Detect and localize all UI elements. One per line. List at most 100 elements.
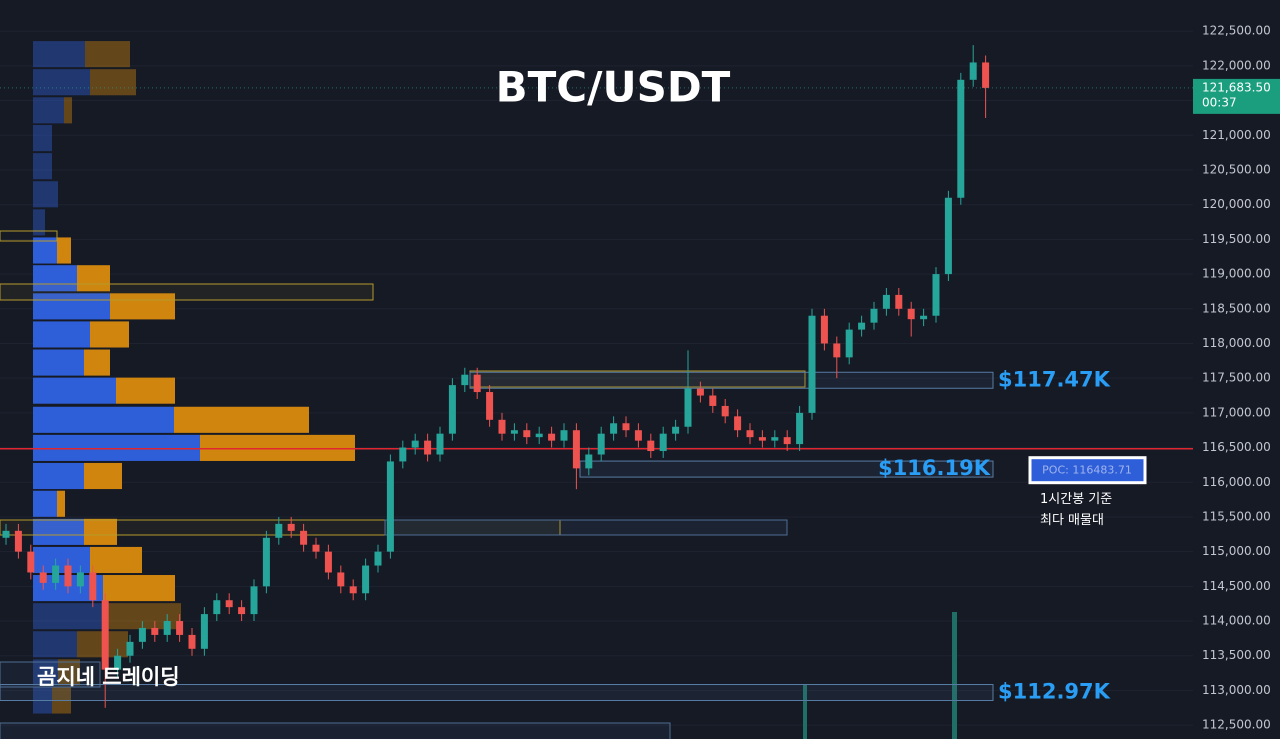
profile-sell [64,97,72,124]
profile-sell [57,490,65,517]
y-tick-label: 115,000.00 [1202,544,1271,558]
profile-buy [33,377,116,404]
candle-body [597,433,605,455]
last-price-label: 121,683.50 [1202,80,1271,94]
profile-sell [84,349,110,376]
candle-body [238,607,246,615]
countdown-label: 00:37 [1202,95,1237,109]
profile-buy [33,631,77,658]
volume-profile [33,41,355,714]
candle-body [411,440,419,448]
profile-buy [33,153,52,180]
candle-body [275,523,283,538]
profile-sell [77,265,110,292]
candle-body [709,395,717,406]
y-tick-label: 116,500.00 [1202,440,1271,454]
candles [2,45,990,708]
y-tick-label: 114,000.00 [1202,614,1271,628]
candle-body [932,274,940,316]
candle-body [213,600,221,615]
candle-body [324,551,332,573]
candle-body [200,614,208,649]
candle-body [39,572,47,583]
candle-body [386,461,394,552]
candle-body [982,62,990,88]
candle-body [461,374,469,386]
candle-body [944,197,952,275]
profile-buy [33,237,57,264]
profile-sell [90,321,129,348]
candle-body [262,537,270,587]
y-tick-label: 118,500.00 [1202,301,1271,315]
candle-body [76,572,84,587]
candle-body [845,329,853,358]
candle-body [535,433,543,438]
candle-body [796,412,804,445]
candle-body [721,405,729,417]
candle-body [560,430,568,441]
candle-body [448,385,456,434]
y-tick-label: 120,500.00 [1202,163,1271,177]
candle-body [783,437,791,445]
profile-buy [33,209,45,236]
candle-body [585,454,593,469]
profile-sell [110,293,175,320]
candle-body [374,551,382,566]
profile-buy [33,349,84,376]
candle-body [684,388,692,427]
candle-body [957,79,965,198]
profile-buy [33,293,110,320]
candle-body [498,419,506,434]
y-tick-label: 122,000.00 [1202,58,1271,72]
candle-body [734,416,742,431]
candle-body [300,530,308,545]
candle-body [399,447,407,462]
candle-body [101,600,109,670]
chart-title: BTC/USDT [496,63,731,112]
candle-body [920,315,928,320]
candle-body [870,308,878,323]
profile-buy [33,434,200,461]
zone-box [0,722,671,739]
profile-buy [33,321,90,348]
poc-label-box [1028,456,1147,485]
candle-body [746,430,754,438]
candle-body [424,440,432,455]
poc-note: 최다 매물대 [1040,513,1104,528]
profile-buy [33,659,58,686]
profile-sell [103,575,175,602]
volume-bar [803,685,807,739]
candle-body [548,433,556,441]
candle-body [647,440,655,452]
candle-body [473,374,481,393]
profile-sell [116,377,175,404]
y-tick-label: 112,500.00 [1202,718,1271,732]
profile-buy [33,518,84,545]
profile-sell [174,406,309,433]
candle-body [771,437,779,441]
profile-buy [33,462,84,490]
y-tick-label: 119,000.00 [1202,267,1271,281]
profile-buy [33,546,90,574]
level-box [469,371,994,389]
poc-note: 1시간봉 기준 [1040,492,1112,507]
profile-sell [58,659,80,686]
candle-body [510,430,518,434]
candle-body [486,392,494,420]
candle-body [858,322,866,330]
profile-buy [33,41,85,68]
profile-buy [33,406,174,433]
candle-body [634,430,642,441]
profile-sell [85,41,130,68]
candle-body [659,433,667,452]
candle-body [907,308,915,320]
candle-body [337,572,345,587]
y-tick-label: 114,500.00 [1202,579,1271,593]
candle-body [312,544,320,552]
profile-sell [90,546,142,574]
candle-body [610,423,618,434]
candle-body [52,565,60,583]
level-label: $117.47K [998,367,1111,391]
